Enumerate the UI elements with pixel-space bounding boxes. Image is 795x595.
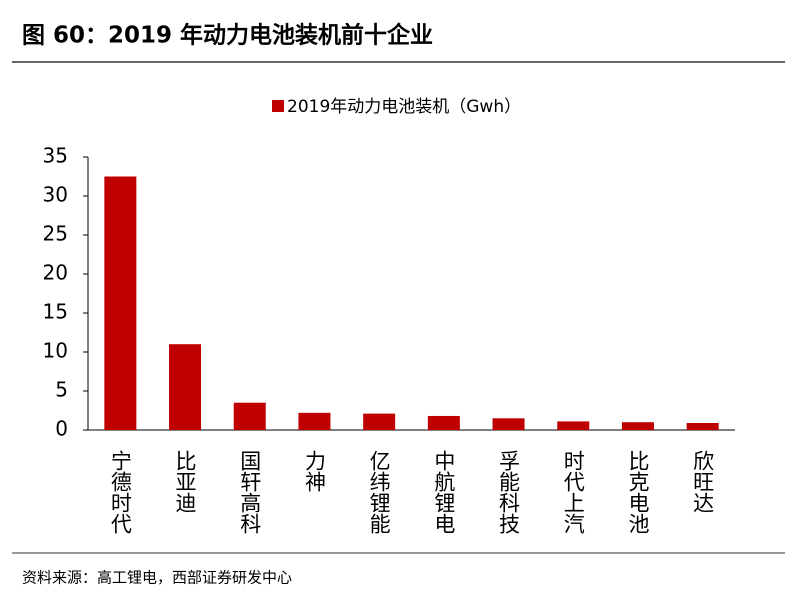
source: 资料来源：高工锂电，西部证券研发中心 xyxy=(22,569,292,587)
y-tick-label: 35 xyxy=(43,144,68,168)
bar xyxy=(557,421,590,430)
bar xyxy=(298,412,331,430)
y-tick-label: 30 xyxy=(43,183,68,207)
bar xyxy=(363,413,396,430)
x-tick-label: 力神 xyxy=(302,450,326,492)
bar xyxy=(686,422,719,430)
x-tick-label: 时代上汽 xyxy=(561,450,585,534)
x-tick-label: 亿纬锂能 xyxy=(367,450,391,534)
x-tick-label: 国轩高科 xyxy=(238,450,262,534)
legend-swatch xyxy=(272,100,284,112)
x-tick-label: 宁德时代 xyxy=(108,450,132,534)
y-tick-label: 20 xyxy=(43,261,68,285)
y-tick-label: 10 xyxy=(43,339,68,363)
y-tick-label: 15 xyxy=(43,300,68,324)
x-tick-label: 比亚迪 xyxy=(173,450,197,513)
bar xyxy=(492,418,525,430)
bar xyxy=(169,344,202,430)
chart-title: 图 60：2019 年动力电池装机前十企业 xyxy=(22,22,433,49)
x-tick-label: 孚能科技 xyxy=(497,450,521,534)
bar xyxy=(104,176,137,430)
legend-label: 2019年动力电池装机（Gwh） xyxy=(287,97,521,117)
y-tick-label: 0 xyxy=(55,417,68,441)
x-tick-label: 欣旺达 xyxy=(691,450,715,513)
x-tick-label: 中航锂电 xyxy=(432,450,456,534)
y-tick-label: 25 xyxy=(43,222,68,246)
y-tick-label: 5 xyxy=(55,378,68,402)
bar xyxy=(233,402,266,430)
x-tick-label: 比克电池 xyxy=(626,450,650,534)
bar xyxy=(427,415,460,430)
bar xyxy=(621,422,654,430)
